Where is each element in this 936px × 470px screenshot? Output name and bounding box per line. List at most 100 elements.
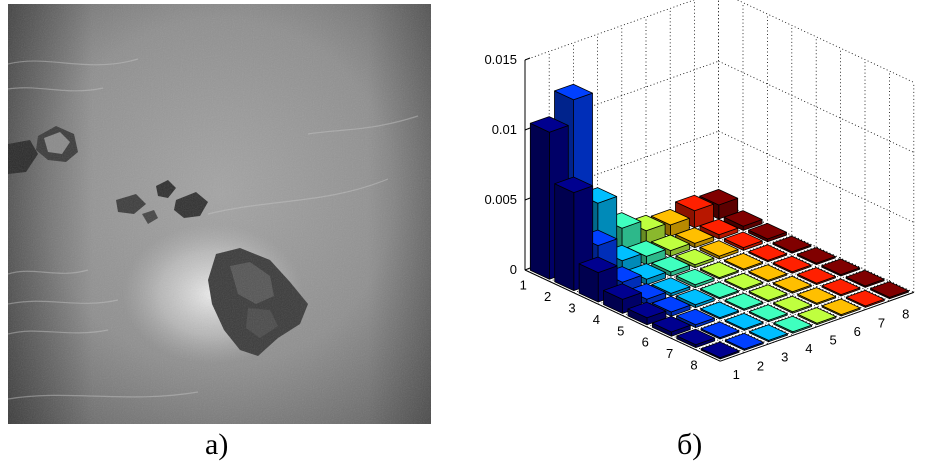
bar-top-face: [748, 222, 787, 240]
z-tick-label: 0: [510, 262, 517, 277]
bar-top-face: [554, 176, 594, 194]
bar: [724, 312, 764, 331]
bar-top-face: [699, 218, 739, 236]
grid-line: [736, 0, 914, 83]
bar-top-face: [650, 208, 690, 226]
bar-top-face: [699, 188, 739, 206]
chart-tick-labels: 0 0.005 0.01 0.015 1 2 3 4 5 6 7 8 1 2 3 4 5 6 7 8: [484, 52, 909, 382]
row-axis-line: [524, 269, 721, 362]
bar-top-face: [675, 248, 715, 266]
bar: [821, 278, 861, 297]
bar: [749, 324, 788, 343]
bar: [700, 341, 740, 360]
bar-top-face: [554, 83, 593, 101]
z-tick: [524, 57, 531, 61]
caption-left: а): [205, 428, 229, 461]
bar: [724, 272, 764, 291]
col-tick-label: 5: [829, 333, 836, 348]
bar: [845, 289, 885, 308]
bar-top-face: [699, 261, 739, 279]
bar-top-face: [772, 235, 812, 253]
bar: [821, 258, 861, 277]
bar: [821, 298, 861, 317]
bar-top-face: [748, 264, 788, 281]
bar: [699, 240, 739, 260]
bar: [675, 194, 714, 229]
row-tick-label: 8: [690, 358, 697, 373]
bar-top-face: [724, 312, 764, 330]
row-tick-label: 1: [520, 278, 527, 293]
bar-top-face: [796, 247, 836, 264]
bar-top-face: [772, 275, 812, 293]
z-tick-label: 0.005: [484, 192, 517, 207]
bar-top-face: [723, 210, 763, 227]
bar: [651, 277, 691, 297]
bar: [773, 315, 813, 334]
bar-top-face: [773, 295, 812, 313]
row-tick-label: 6: [642, 335, 649, 350]
z-tick-label: 0.01: [492, 122, 517, 137]
bar-top-face: [700, 281, 739, 299]
bar: [724, 332, 764, 351]
bar: [772, 235, 812, 254]
bar-top-face: [748, 244, 788, 261]
col-tick-label: 8: [902, 307, 909, 322]
bar-top-face: [675, 268, 715, 286]
bar-top-face: [724, 252, 763, 270]
z-tick: [524, 127, 531, 131]
bar-side-face: [529, 122, 550, 280]
col-tick-label: 6: [854, 324, 861, 339]
bar: [797, 307, 837, 326]
col-tick-label: 3: [781, 350, 788, 365]
bar: [845, 269, 885, 288]
bar: [699, 218, 739, 240]
bar-top-face: [773, 315, 813, 333]
bar-top-face: [870, 281, 909, 298]
bar-top-face: [821, 258, 861, 276]
bar-top-face: [529, 116, 569, 133]
bar-top-face: [627, 301, 667, 319]
bar: [675, 268, 715, 289]
bar: [699, 261, 739, 280]
bar-top-face: [797, 267, 836, 284]
bar-top-face: [675, 227, 715, 244]
bar-top-face: [700, 301, 740, 319]
bar-top-face: [651, 277, 691, 294]
z-tick: [524, 267, 531, 271]
bar: [676, 328, 716, 349]
chart-axes: [524, 57, 914, 362]
col-tick-label: 2: [757, 358, 764, 373]
row-tick-label: 3: [568, 301, 575, 316]
bar-top-face: [651, 315, 691, 333]
row-tick-label: 2: [544, 289, 551, 304]
bar-top-face: [578, 256, 618, 274]
row-tick-label: 7: [666, 346, 673, 361]
col-tick-label: 7: [878, 315, 885, 330]
bar-top-face: [821, 278, 861, 296]
bar-top-face: [675, 194, 714, 212]
bar3d-chart: 0 0.005 0.01 0.015 1 2 3 4 5 6 7 8 1 2 3 4 5 6 7 8: [484, 0, 915, 382]
bar: [772, 255, 812, 274]
z-tick: [524, 197, 531, 201]
bar-top-face: [748, 284, 788, 301]
bar-top-face: [724, 292, 764, 310]
bar: [748, 222, 787, 243]
bar-top-face: [651, 234, 690, 252]
bar: [773, 295, 812, 314]
bar-top-face: [724, 272, 764, 290]
bar: [627, 301, 667, 326]
bar-side-face: [554, 183, 575, 292]
bar: [723, 231, 763, 251]
bar-top-face: [821, 298, 861, 316]
bar: [651, 315, 691, 337]
bar-top-face: [651, 255, 691, 273]
bar: [748, 244, 788, 263]
bar-top-face: [797, 307, 837, 324]
bar: [870, 281, 909, 300]
bar-top-face: [699, 240, 739, 257]
bar: [675, 248, 715, 269]
chart-bars: [529, 83, 909, 360]
bar-top-face: [748, 304, 788, 321]
bar-top-face: [603, 283, 642, 300]
bar: [724, 252, 763, 271]
